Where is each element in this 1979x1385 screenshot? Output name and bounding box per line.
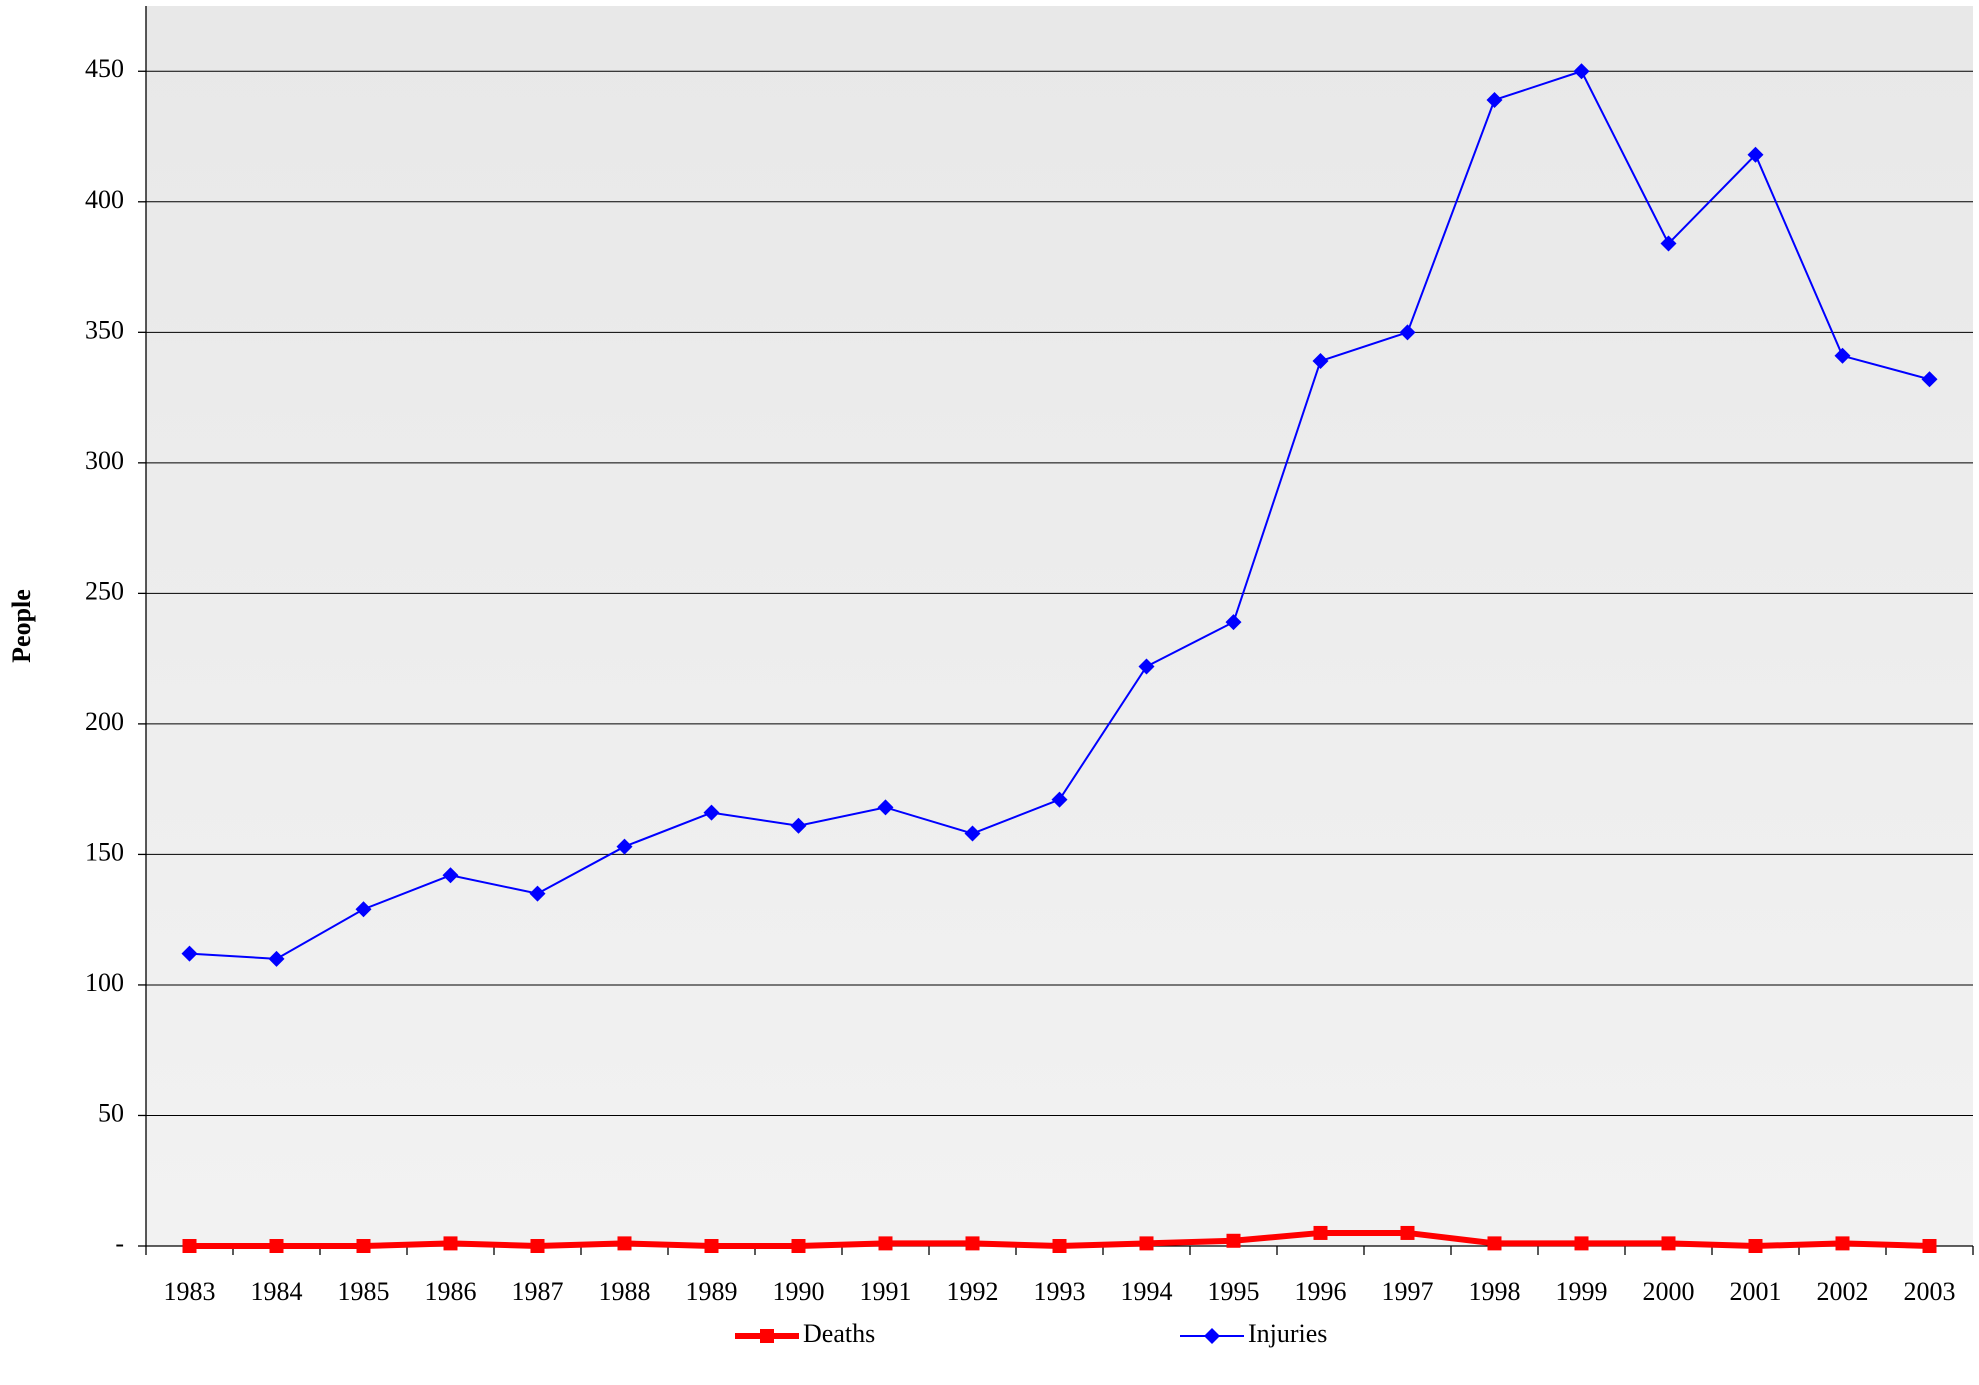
y-tick-label: 300 — [85, 446, 124, 475]
y-tick-label: 100 — [85, 968, 124, 997]
x-tick-label: 2001 — [1730, 1277, 1782, 1306]
x-tick-label: 1997 — [1382, 1277, 1434, 1306]
y-tick-label: 400 — [85, 185, 124, 214]
x-tick-label: 1999 — [1556, 1277, 1608, 1306]
data-point — [1749, 1239, 1763, 1253]
legend-label: Injuries — [1248, 1319, 1327, 1348]
data-point — [792, 1239, 806, 1253]
x-tick-label: 1998 — [1469, 1277, 1521, 1306]
legend-marker — [1204, 1328, 1220, 1344]
y-tick-label: 450 — [85, 54, 124, 83]
x-tick-label: 2002 — [1817, 1277, 1869, 1306]
y-tick-label: 150 — [85, 837, 124, 866]
data-point — [1662, 1236, 1676, 1250]
data-point — [183, 1239, 197, 1253]
y-axis-title: People — [7, 589, 36, 663]
x-tick-label: 1989 — [686, 1277, 738, 1306]
legend-marker — [760, 1329, 774, 1343]
y-tick-label: - — [115, 1229, 124, 1258]
data-point — [879, 1236, 893, 1250]
x-tick-label: 1986 — [425, 1277, 477, 1306]
x-tick-label: 1994 — [1121, 1277, 1173, 1306]
x-tick-label: 1983 — [164, 1277, 216, 1306]
data-point — [270, 1239, 284, 1253]
x-tick-label: 1992 — [947, 1277, 999, 1306]
x-tick-label: 2000 — [1643, 1277, 1695, 1306]
data-point — [357, 1239, 371, 1253]
y-tick-label: 250 — [85, 576, 124, 605]
x-tick-label: 1990 — [773, 1277, 825, 1306]
data-point — [1488, 1236, 1502, 1250]
data-point — [1314, 1226, 1328, 1240]
legend-label: Deaths — [803, 1319, 875, 1348]
x-tick-label: 1991 — [860, 1277, 912, 1306]
data-point — [1140, 1236, 1154, 1250]
data-point — [1053, 1239, 1067, 1253]
x-tick-label: 1996 — [1295, 1277, 1347, 1306]
plot-area — [146, 6, 1973, 1246]
data-point — [1401, 1226, 1415, 1240]
data-point — [444, 1236, 458, 1250]
y-tick-label: 350 — [85, 315, 124, 344]
data-point — [1923, 1239, 1937, 1253]
y-tick-label: 200 — [85, 707, 124, 736]
data-point — [531, 1239, 545, 1253]
data-point — [705, 1239, 719, 1253]
x-tick-label: 1985 — [338, 1277, 390, 1306]
y-tick-label: 50 — [98, 1098, 124, 1127]
data-point — [618, 1236, 632, 1250]
chart: People - 50 100 150 200 250 300 350 400 450 1983 19… — [0, 0, 1979, 1385]
x-tick-label: 1988 — [599, 1277, 651, 1306]
x-tick-label: 2003 — [1904, 1277, 1956, 1306]
x-tick-label: 1995 — [1208, 1277, 1260, 1306]
data-point — [1575, 1236, 1589, 1250]
x-tick-label: 1987 — [512, 1277, 564, 1306]
x-tick-label: 1993 — [1034, 1277, 1086, 1306]
data-point — [1227, 1234, 1241, 1248]
data-point — [966, 1236, 980, 1250]
data-point — [1836, 1236, 1850, 1250]
x-tick-label: 1984 — [251, 1277, 303, 1306]
